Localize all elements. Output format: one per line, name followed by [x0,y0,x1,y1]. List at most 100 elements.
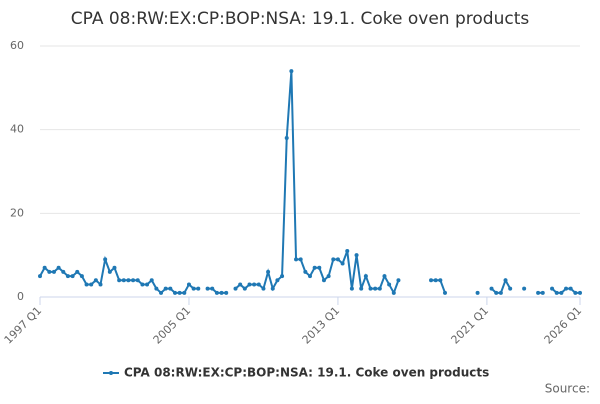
point [154,286,159,291]
x-tick-label: 2026 Q1 [542,304,585,347]
point [61,269,66,274]
point [503,278,508,283]
point [294,257,299,262]
point [79,274,84,279]
point [238,282,243,287]
point [573,290,578,295]
chart-title: CPA 08:RW:EX:CP:BOP:NSA: 19.1. Coke oven… [71,9,530,29]
point [93,278,98,283]
point [312,265,317,270]
point [75,269,80,274]
point [210,286,215,291]
point [242,286,247,291]
point [289,69,294,74]
point [564,286,569,291]
source: Source: [545,382,590,396]
point [280,274,285,279]
point [568,286,573,291]
point [140,282,145,287]
point [70,274,75,279]
point [117,278,122,283]
point [475,290,480,295]
point [494,290,499,295]
point [321,278,326,283]
x-tick-label: 2005 Q1 [151,304,194,347]
point [182,290,187,295]
point [578,290,582,295]
x-tick-label: 2013 Q1 [300,304,343,347]
point [345,248,350,253]
point [126,278,131,283]
point [131,278,136,283]
point [191,286,196,291]
point [159,290,164,295]
y-tick-label: 0 [17,290,24,303]
point [443,290,447,295]
series-line [234,71,400,296]
y-tick-label: 60 [10,39,24,52]
point [252,282,257,287]
point [536,290,541,295]
point [554,290,559,295]
point [387,282,392,287]
x-tick-label: 1997 Q1 [2,304,45,347]
point [247,282,252,287]
point [326,274,331,279]
point [508,286,513,291]
series-line [431,279,446,294]
point [498,290,503,295]
point [340,261,345,266]
point [84,282,89,287]
y-tick-label: 20 [10,206,24,219]
point [438,278,443,283]
point [112,265,117,270]
point [335,257,340,262]
point [377,286,382,291]
point [266,269,271,274]
point [559,290,564,295]
point [349,286,354,291]
point [522,286,527,291]
point [275,278,280,283]
y-tick-label: 40 [10,123,24,136]
point [317,265,322,270]
point [540,290,545,295]
point [331,257,336,262]
point [224,290,229,295]
point [284,136,289,141]
point [135,278,140,283]
legend-marker [109,371,113,375]
point [298,257,303,262]
point [489,286,494,291]
point [359,286,364,291]
point [382,274,387,279]
point [196,286,201,291]
point [270,286,275,291]
point [173,290,177,295]
point [103,257,108,262]
point [121,278,126,283]
point [168,286,173,291]
point [391,290,396,295]
series-line [39,255,199,295]
point [303,269,308,274]
point [145,282,150,287]
point [65,274,70,279]
point [47,269,52,274]
point [149,278,154,283]
point [38,274,42,279]
point [308,274,312,279]
point [177,290,182,295]
point [214,290,219,295]
point [256,282,261,287]
point [354,253,359,258]
point [373,286,378,291]
point [261,286,266,291]
point [550,286,555,291]
point [89,282,94,287]
point [42,265,47,270]
point [429,278,434,283]
point [368,286,373,291]
point [363,274,368,279]
